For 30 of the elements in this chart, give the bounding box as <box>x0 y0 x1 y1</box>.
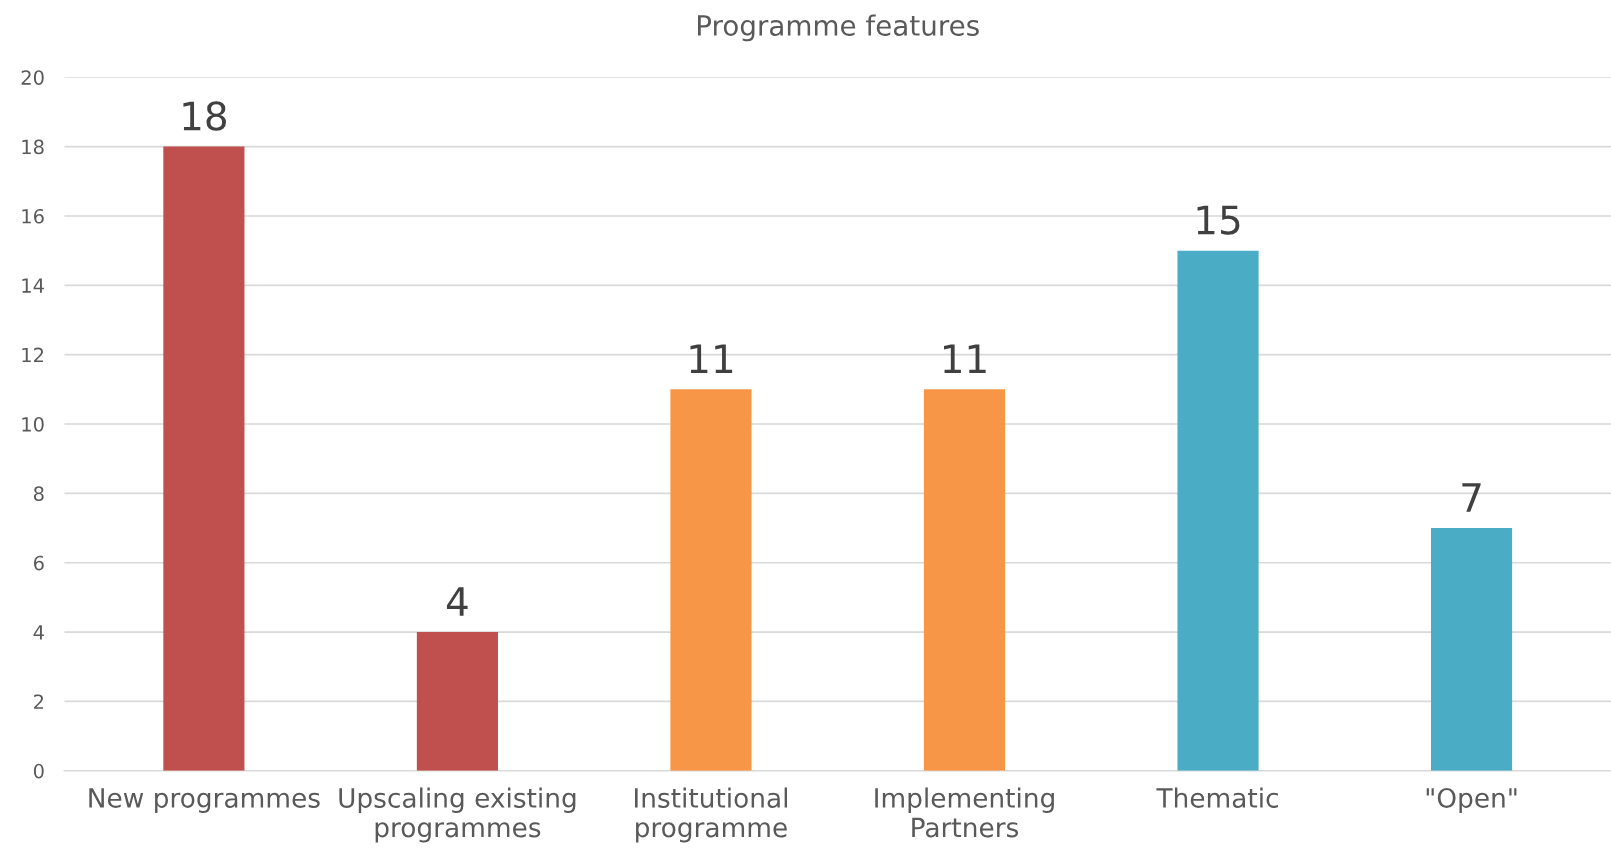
data-label: 4 <box>446 587 468 616</box>
data-label: 11 <box>944 344 986 373</box>
data-label: 18 <box>183 101 226 131</box>
y-tick-label: 0 <box>33 763 44 779</box>
x-tick-label: Implementing Partners <box>875 787 1054 838</box>
y-tick-label: 12 <box>22 347 44 363</box>
x-tick-label: Upscaling existing programmes <box>339 787 576 843</box>
bar <box>416 632 498 771</box>
chart-title: Programme features <box>697 14 979 42</box>
data-label: 11 <box>690 344 733 373</box>
data-label: 7 <box>1462 483 1481 512</box>
bar <box>1430 528 1513 771</box>
y-tick-label: 6 <box>33 555 44 571</box>
bar <box>1177 250 1259 771</box>
y-tick-label: 18 <box>22 139 44 155</box>
bar <box>923 389 1006 771</box>
bar <box>670 389 752 771</box>
y-tick-label: 4 <box>33 625 44 640</box>
y-tick-label: 20 <box>21 70 44 85</box>
data-label: 15 <box>1197 205 1240 235</box>
y-tick-label: 8 <box>33 486 44 502</box>
bar <box>163 146 245 771</box>
x-tick-label: Thematic <box>1156 787 1278 808</box>
y-tick-label: 16 <box>22 208 44 224</box>
x-tick-label: Institutional programme <box>635 787 788 843</box>
y-tick-label: 2 <box>34 694 44 709</box>
y-tick-label: 10 <box>22 416 44 432</box>
y-tick-label: 14 <box>22 278 44 293</box>
x-tick-label: "Open" <box>1426 787 1517 813</box>
x-tick-label: New programmes <box>89 788 320 813</box>
